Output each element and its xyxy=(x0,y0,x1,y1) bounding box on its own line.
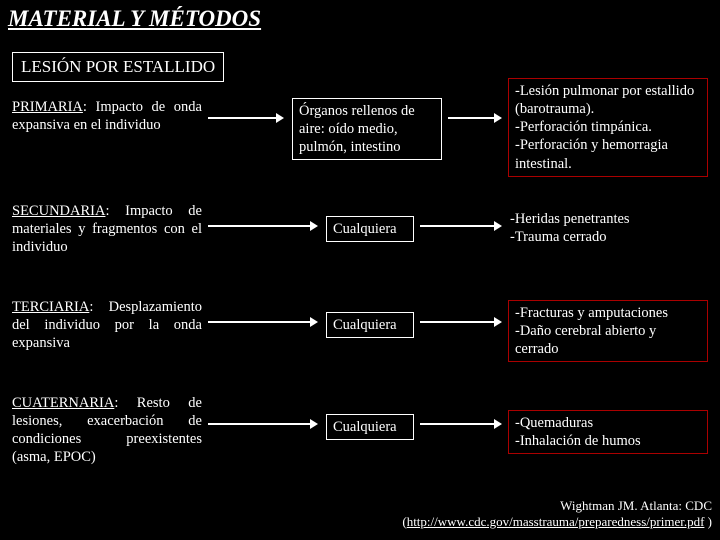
page-title: MATERIAL Y MÉTODOS xyxy=(8,6,261,32)
arrow-icon xyxy=(448,108,502,128)
lesion-type-1: SECUNDARIA: Impacto de materiales y frag… xyxy=(12,202,202,256)
injury-box-1: -Heridas penetrantes -Trauma cerrado xyxy=(508,210,708,246)
lesion-label: TERCIARIA xyxy=(12,299,89,315)
injury-box-2: -Fracturas y amputaciones -Daño cerebral… xyxy=(508,300,708,362)
lesion-type-2: TERCIARIA: Desplazamiento del individuo … xyxy=(12,298,202,352)
citation-paren-close: ) xyxy=(704,514,712,529)
organ-box-1: Cualquiera xyxy=(326,216,414,242)
lesion-type-0: PRIMARIA: Impacto de onda expansiva en e… xyxy=(12,98,202,134)
citation-line1: Wightman JM. Atlanta: CDC xyxy=(560,498,712,513)
lesion-label: PRIMARIA xyxy=(12,99,83,115)
arrow-icon xyxy=(420,414,502,434)
arrow-icon xyxy=(420,312,502,332)
arrow-icon xyxy=(420,216,502,236)
organ-box-3: Cualquiera xyxy=(326,414,414,440)
citation-link[interactable]: http://www.cdc.gov/masstrauma/preparedne… xyxy=(407,514,705,529)
lesion-label: CUATERNARIA xyxy=(12,395,114,411)
organ-box-0: Órganos rellenos de aire: oído medio, pu… xyxy=(292,98,442,160)
lesion-type-3: CUATERNARIA: Resto de lesiones, exacerba… xyxy=(12,394,202,467)
lesion-label: SECUNDARIA xyxy=(12,203,105,219)
arrow-icon xyxy=(208,108,284,128)
injury-box-3: -Quemaduras -Inhalación de humos xyxy=(508,410,708,454)
arrow-icon xyxy=(208,216,318,236)
section-subtitle: LESIÓN POR ESTALLIDO xyxy=(12,52,224,82)
arrow-icon xyxy=(208,414,318,434)
organ-box-2: Cualquiera xyxy=(326,312,414,338)
arrow-icon xyxy=(208,312,318,332)
citation: Wightman JM. Atlanta: CDC (http://www.cd… xyxy=(402,498,712,530)
injury-box-0: -Lesión pulmonar por estallido (barotrau… xyxy=(508,78,708,177)
